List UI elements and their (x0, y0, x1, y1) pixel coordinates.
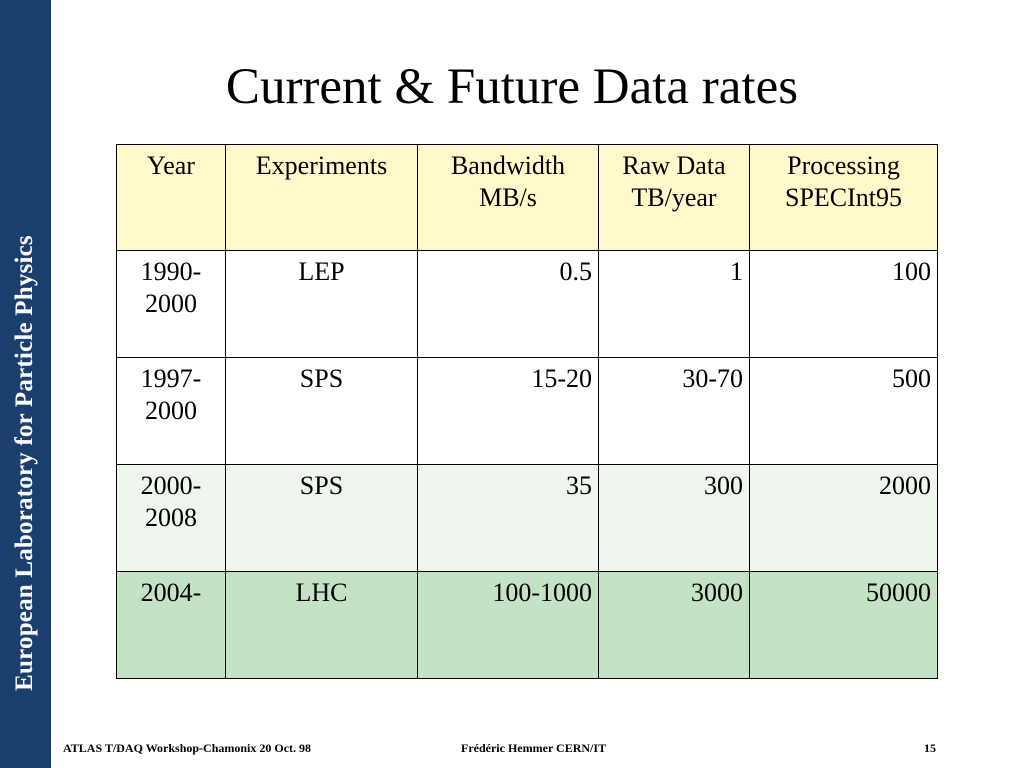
table-header-row: Year Experiments Bandwidth MB/s Raw Data… (116, 144, 938, 251)
cell-bandwidth: 100-1000 (417, 571, 599, 679)
table-row: 1997- 2000 SPS 15-20 30-70 500 (116, 357, 938, 465)
cell-experiment: SPS (225, 357, 418, 465)
header-experiments: Experiments (225, 144, 418, 251)
slide-title: Current & Future Data rates (225, 59, 799, 115)
cell-bandwidth: 15-20 (417, 357, 599, 465)
header-raw-data: Raw Data TB/year (598, 144, 750, 251)
cell-processing: 100 (749, 250, 938, 358)
table-row: 2004- LHC 100-1000 3000 50000 (116, 571, 938, 679)
data-rates-table: Year Experiments Bandwidth MB/s Raw Data… (116, 144, 938, 679)
table-row: 1990- 2000 LEP 0.5 1 100 (116, 250, 938, 358)
cell-experiment: LEP (225, 250, 418, 358)
sidebar-organization-label: European Laboratory for Particle Physics (11, 235, 38, 691)
cell-raw-data: 300 (598, 464, 750, 572)
cell-year: 1997- 2000 (116, 357, 226, 465)
cell-raw-data: 30-70 (598, 357, 750, 465)
cell-year: 2004- (116, 571, 226, 679)
header-year: Year (116, 144, 226, 251)
sidebar-band: European Laboratory for Particle Physics (0, 0, 51, 768)
page-number: 15 (924, 741, 936, 755)
cell-raw-data: 3000 (598, 571, 750, 679)
cell-bandwidth: 35 (417, 464, 599, 572)
header-bandwidth: Bandwidth MB/s (417, 144, 599, 251)
cell-year: 1990- 2000 (116, 250, 226, 358)
cell-experiment: SPS (225, 464, 418, 572)
cell-processing: 2000 (749, 464, 938, 572)
cell-processing: 500 (749, 357, 938, 465)
cell-year: 2000- 2008 (116, 464, 226, 572)
cell-raw-data: 1 (598, 250, 750, 358)
header-processing: Processing SPECInt95 (749, 144, 938, 251)
table-row: 2000- 2008 SPS 35 300 2000 (116, 464, 938, 572)
cell-processing: 50000 (749, 571, 938, 679)
footer-event: ATLAS T/DAQ Workshop-Chamonix 20 Oct. 98 (63, 741, 312, 755)
cell-bandwidth: 0.5 (417, 250, 599, 358)
footer-author: Frédéric Hemmer CERN/IT (461, 741, 607, 755)
cell-experiment: LHC (225, 571, 418, 679)
